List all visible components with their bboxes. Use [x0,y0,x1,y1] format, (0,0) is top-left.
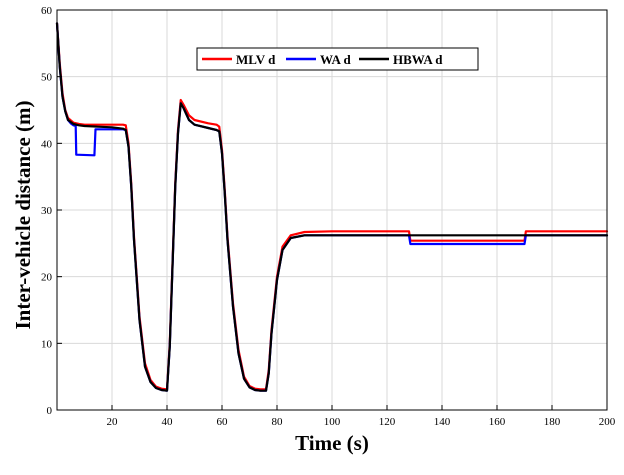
y-tick-label: 20 [41,272,53,284]
legend-label: WA d [320,52,351,67]
tick-layer: 20 40 60 80 100 120 140 160 180 200 0 10 20 30 40 50 60 [41,5,616,428]
x-tick-label: 160 [489,416,506,428]
x-tick-label: 40 [162,416,174,428]
x-tick-label: 80 [272,416,284,428]
legend-box [196,47,479,71]
x-tick-label: 100 [324,416,341,428]
y-tick-label: 60 [41,5,53,17]
legend-label: MLV d [236,52,276,67]
x-axis-title: Time (s) [295,431,369,455]
series-layer [55,22,609,392]
y-tick-label: 50 [41,72,53,84]
x-tick-label: 200 [599,416,616,428]
y-tick-label: 0 [47,405,53,417]
y-tick-label: 30 [41,205,53,217]
x-tick-label: 180 [544,416,561,428]
legend: MLV d WA d HBWA d [196,47,479,71]
x-tick-label: 120 [379,416,396,428]
y-axis-title: Inter-vehicle distance (m) [11,101,35,330]
x-tick-label: 140 [434,416,451,428]
y-tick-label: 40 [41,138,53,150]
legend-label: HBWA d [393,52,443,67]
x-tick-label: 60 [217,416,229,428]
y-tick-label: 10 [41,338,53,350]
x-tick-label: 20 [107,416,119,428]
series-line-hbwa-d [55,22,609,392]
